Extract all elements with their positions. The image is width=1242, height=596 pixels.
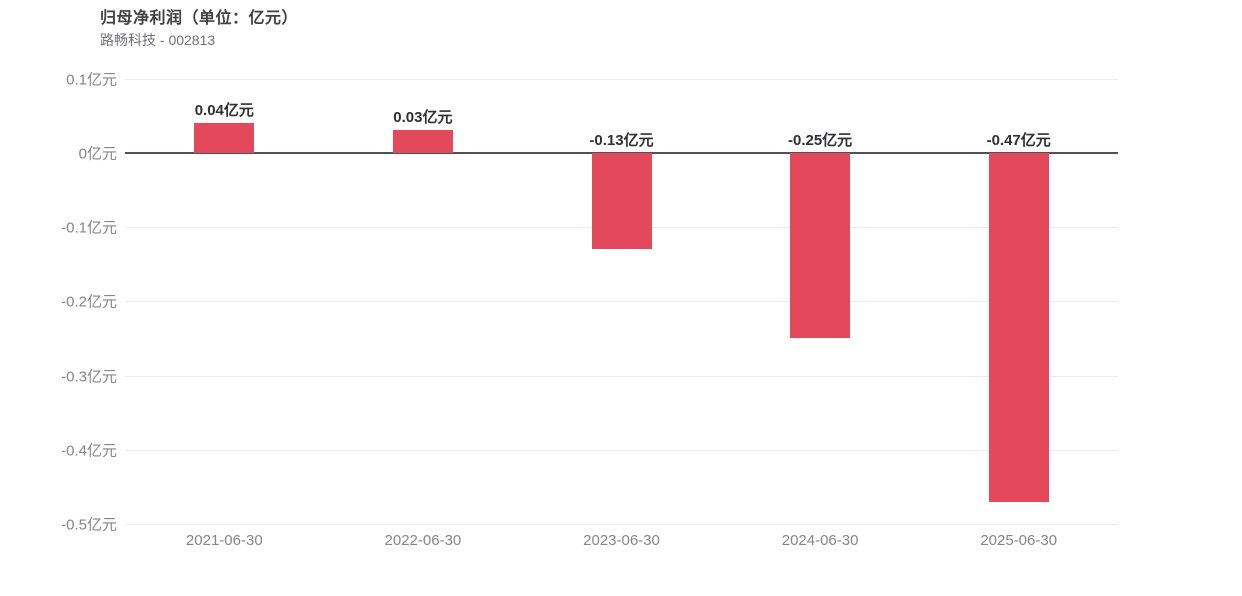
chart-subtitle: 路畅科技 - 002813 <box>100 32 216 48</box>
bar-2021-06-30[interactable] <box>194 123 255 153</box>
y-axis-tick-label: -0.3亿元 <box>61 368 117 385</box>
bar-2025-06-30[interactable] <box>988 152 1049 502</box>
bar-value-label: 0.04亿元 <box>194 102 254 120</box>
x-axis-tick-label: 2024-06-30 <box>781 532 859 549</box>
y-axis-tick-label: 0亿元 <box>78 145 117 163</box>
bar-2023-06-30[interactable] <box>591 152 652 250</box>
bar-value-label: -0.47亿元 <box>986 131 1051 149</box>
bar-2022-06-30[interactable] <box>392 130 453 153</box>
gridline <box>125 301 1118 303</box>
gridline <box>125 449 1118 451</box>
y-axis-tick-label: -0.4亿元 <box>61 442 117 460</box>
y-axis-tick-label: -0.5亿元 <box>61 516 117 534</box>
bar-2024-06-30[interactable] <box>790 152 851 339</box>
y-axis-tick-label: -0.1亿元 <box>61 219 117 237</box>
gridline <box>125 375 1118 377</box>
x-axis-tick-label: 2025-06-30 <box>980 532 1058 549</box>
chart-title: 归母净利润（单位：亿元） <box>100 10 299 27</box>
gridline <box>125 524 1118 525</box>
x-axis-tick-label: 2021-06-30 <box>185 532 263 549</box>
y-axis-tick-label: -0.2亿元 <box>61 293 117 311</box>
bar-value-label: -0.25亿元 <box>787 131 853 149</box>
bar-value-label: 0.03亿元 <box>393 109 453 127</box>
gridline <box>125 78 1118 80</box>
x-axis-tick-label: 2023-06-30 <box>583 532 660 549</box>
x-axis-tick-label: 2022-06-30 <box>384 532 462 549</box>
y-axis-tick-label: 0.1亿元 <box>66 71 117 88</box>
bar-value-label: -0.13亿元 <box>589 131 654 149</box>
